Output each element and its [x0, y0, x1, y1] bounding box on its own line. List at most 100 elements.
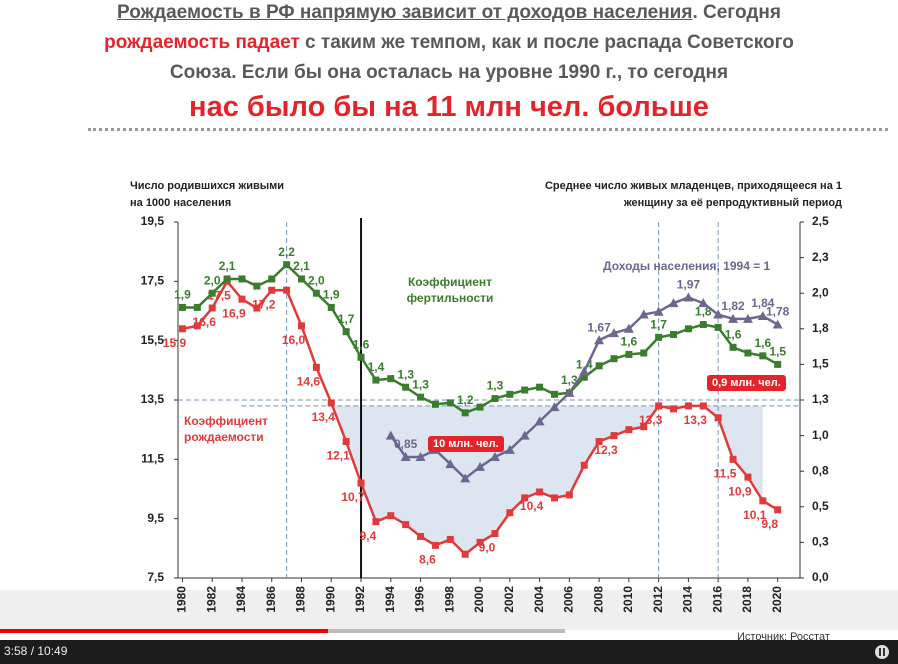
point [417, 532, 425, 540]
series-label: Коэффициент рождаемости [184, 414, 269, 444]
value-label: 8,6 [419, 553, 436, 567]
y-tick-label: 7,5 [147, 570, 164, 584]
value-label: 2,2 [278, 245, 295, 259]
x-tick-label: 2018 [740, 586, 754, 613]
value-label: 1,6 [725, 327, 742, 341]
point [774, 506, 782, 514]
y2-tick-label: 1,3 [812, 392, 829, 406]
point [476, 538, 484, 546]
value-label: 1,78 [766, 305, 790, 319]
header-text: Рождаемость в РФ напрямую зависит от дох… [117, 2, 693, 23]
point [623, 323, 634, 333]
point [638, 309, 649, 319]
header-text: Союза. Если бы она осталась на уровне 19… [169, 62, 729, 83]
point [774, 360, 782, 368]
point [640, 423, 648, 431]
value-label: 1,3 [397, 367, 414, 381]
value-label: 1,7 [338, 312, 355, 326]
value-label: 14,6 [297, 375, 321, 389]
value-label: 1,67 [587, 320, 611, 334]
value-label: 1,3 [412, 377, 429, 391]
pause-button[interactable] [875, 645, 889, 659]
point [491, 530, 499, 537]
x-tick-label: 2016 [710, 586, 724, 613]
value-label: 11,5 [714, 467, 737, 481]
point [595, 362, 603, 370]
point [683, 292, 694, 302]
pause-icon [883, 648, 885, 656]
point [550, 494, 558, 502]
y2-tick-label: 1,0 [812, 428, 829, 442]
point [549, 402, 560, 412]
value-label: 1,8 [695, 305, 712, 319]
value-label: 10,4 [520, 499, 544, 513]
y2-axis-title-line: женщину за её репродуктивный период [623, 197, 842, 209]
x-tick-label: 1986 [264, 586, 278, 613]
point [670, 330, 678, 338]
progress-bar[interactable] [0, 629, 328, 633]
y-axis-title: Число родившихся живыми на 1000 населения [130, 178, 284, 212]
value-label: 9,0 [479, 541, 496, 555]
value-label: 1,6 [353, 337, 370, 351]
x-tick-label: 2008 [591, 586, 605, 613]
plot: 7,5 9,5 11,5 13,5 15,5 17,5 19,5 0,0 0,3 0,5 0,8 1,… [141, 214, 829, 613]
value-label: 16,9 [222, 306, 246, 320]
value-label: 1,6 [754, 336, 771, 350]
y-tick-label: 17,5 [141, 274, 165, 288]
point [385, 430, 396, 440]
value-label: 2,0 [308, 273, 325, 287]
y-axis-title-line: на 1000 населения [130, 197, 232, 209]
point [536, 488, 544, 496]
point [298, 322, 306, 330]
point [594, 335, 605, 345]
point [312, 363, 320, 371]
point [417, 393, 425, 401]
player-time: 3:58 / 10:49 [4, 644, 68, 658]
point [475, 461, 486, 471]
point [757, 310, 768, 320]
point [283, 286, 291, 294]
series-label: Коэффициент фертильности [406, 275, 494, 305]
point [729, 343, 737, 351]
point [415, 451, 426, 461]
value-label: 17,2 [252, 297, 276, 311]
point [431, 541, 439, 549]
value-label: 1,5 [769, 345, 786, 359]
header-text: . Сегодня [692, 2, 781, 23]
y2-tick-label: 0,3 [812, 535, 829, 549]
point [506, 509, 514, 517]
point [461, 409, 469, 417]
player-bar [0, 640, 898, 664]
point [625, 350, 633, 358]
point [460, 473, 471, 483]
point [489, 451, 500, 461]
point [372, 518, 380, 526]
point [521, 494, 529, 502]
value-label: 9,8 [761, 517, 778, 531]
point [253, 282, 261, 290]
point [536, 383, 544, 391]
point [521, 386, 529, 394]
value-label: 13,4 [312, 410, 336, 424]
point [698, 298, 709, 308]
point [357, 353, 365, 361]
point [476, 403, 484, 411]
point [208, 289, 216, 297]
value-label: 1,6 [621, 335, 638, 349]
footer-strip [0, 590, 898, 630]
point [253, 304, 261, 312]
point [268, 275, 276, 283]
series-label: Доходы населения, 1994 = 1 [603, 259, 771, 273]
point [402, 521, 410, 529]
point [699, 321, 707, 329]
x-tick-label: 1998 [442, 586, 456, 613]
value-label: 2,1 [293, 259, 310, 273]
point [268, 286, 276, 294]
point [699, 402, 707, 410]
point [312, 289, 320, 297]
x-tick-label: 1984 [234, 586, 248, 613]
point [744, 349, 752, 357]
point [713, 309, 724, 319]
